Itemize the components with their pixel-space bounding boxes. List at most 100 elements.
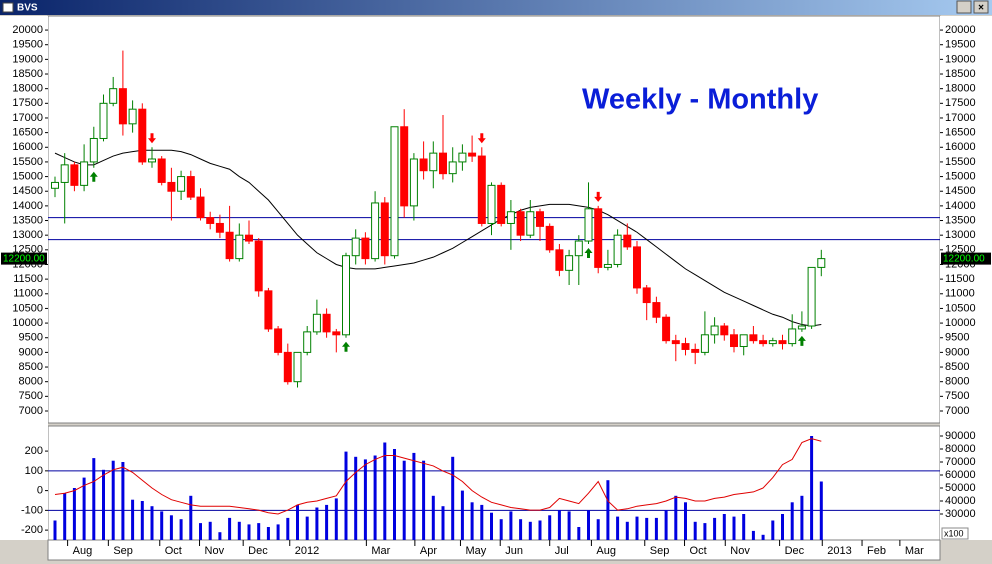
left-axis [0,16,48,540]
y-tick-label: 15500 [12,156,43,168]
x-tick-label: Apr [420,545,437,557]
volume-bar [325,504,329,540]
volume-bar [363,459,367,540]
volume-bar [654,517,658,540]
unit-label: x100 [944,528,964,538]
last-price-label: 12200.00 [3,253,45,264]
candle-body [468,152,477,157]
sell-arrow [148,133,156,144]
buy-arrow [584,247,593,258]
volume-bar [587,510,590,540]
close-button[interactable] [973,0,989,14]
candle-body [118,88,127,125]
volume-bar [519,519,523,540]
y-tick-label-right: 20000 [945,24,976,36]
y-tick-label: 11500 [13,273,43,285]
x-tick-label: Dec [248,545,268,557]
volume-bar [451,456,455,540]
candle-body [778,340,787,345]
y-tick-label: 14500 [12,185,43,197]
y2-tick-label: 30000 [945,508,976,520]
volume-bar [199,523,202,540]
y-tick-label-right: 16000 [945,141,976,153]
candle-body [458,152,467,163]
y-tick-label-right: 9000 [945,346,969,358]
y-tick-label: 7000 [19,405,43,417]
volume-bar [63,493,67,540]
x-tick-label: Nov [205,545,225,557]
volume-bar [732,516,736,540]
x-tick-label: Mar [371,545,390,557]
volume-bar [625,521,629,540]
candle-body [487,184,496,224]
volume-average [54,438,822,515]
y-tick-label: 13500 [12,214,43,226]
x-tick-label: Oct [690,545,707,557]
y-tick-label-right: 16500 [945,127,976,139]
volume-bar [460,490,464,540]
window-icon [2,2,14,13]
candle-body [448,161,457,175]
candle-body [371,202,380,260]
y-tick-label-right: 14000 [945,200,976,212]
volume-bar [577,527,581,540]
volume-bar [150,506,154,540]
volume-bar [72,488,76,540]
candle-body [749,334,758,342]
y-tick-label-right: 19500 [945,39,976,51]
candle-body [167,181,176,192]
candle-body [691,348,700,353]
candle-body [245,234,253,242]
x-tick-label: Sep [113,545,133,557]
y-tick-label-right: 18500 [945,68,976,80]
y-tick-label-right: 7500 [945,390,969,402]
y-tick-label: 20000 [12,24,43,36]
volume-bar [499,519,503,540]
right-axis [940,16,992,540]
candle-body [788,328,797,345]
candle-body [99,102,108,139]
volume-bar [247,524,251,540]
x-tick-label: Jul [555,545,569,557]
y-tick-label: 0 [37,485,43,497]
y-tick-label-right: 19000 [945,53,976,65]
y-tick-label: 15000 [12,170,43,182]
y-tick-label-right: 17500 [945,97,976,109]
candle-body [797,325,806,330]
close-glyph: × [978,3,984,14]
candle-body [274,328,283,353]
volume-bar [490,512,493,540]
candle-body [730,334,738,348]
y-tick-label: 17500 [12,97,43,109]
y-tick-label-right: 15000 [945,170,976,182]
y-tick-label: 11000 [13,288,43,300]
candle-body [51,181,59,189]
candle-body [633,246,641,289]
candle-body [710,325,719,336]
candle-body [109,88,118,104]
volume-bar [606,480,610,540]
volume-bar [509,511,513,540]
volume-bar [315,507,319,540]
volume-bar [393,449,396,540]
chart-content: 7000 7000 7500 7500 8000 8000 8500 8500 9000 9000… [1,24,991,557]
candle-body [80,161,89,186]
candle-body [419,158,428,172]
candle-body [89,137,98,163]
buy-arrow [797,335,806,346]
volume-bar [761,534,765,540]
y-tick-label: 18000 [12,83,43,95]
y-tick-label-right: 8500 [945,361,969,373]
y-tick-label: 10000 [12,317,43,329]
last-price-box-right [941,252,991,265]
candle-body [477,155,486,224]
y-tick-label-right: 11500 [945,273,975,285]
y-tick-label: 14000 [12,200,43,212]
buy-arrow [89,171,98,182]
volume-bar [819,481,823,540]
x-tick-label: Aug [596,545,616,557]
y-tick-label: 8000 [19,376,43,388]
candle-body [264,290,273,330]
restore-button[interactable] [956,0,972,14]
x-tick-label: Dec [785,545,805,557]
